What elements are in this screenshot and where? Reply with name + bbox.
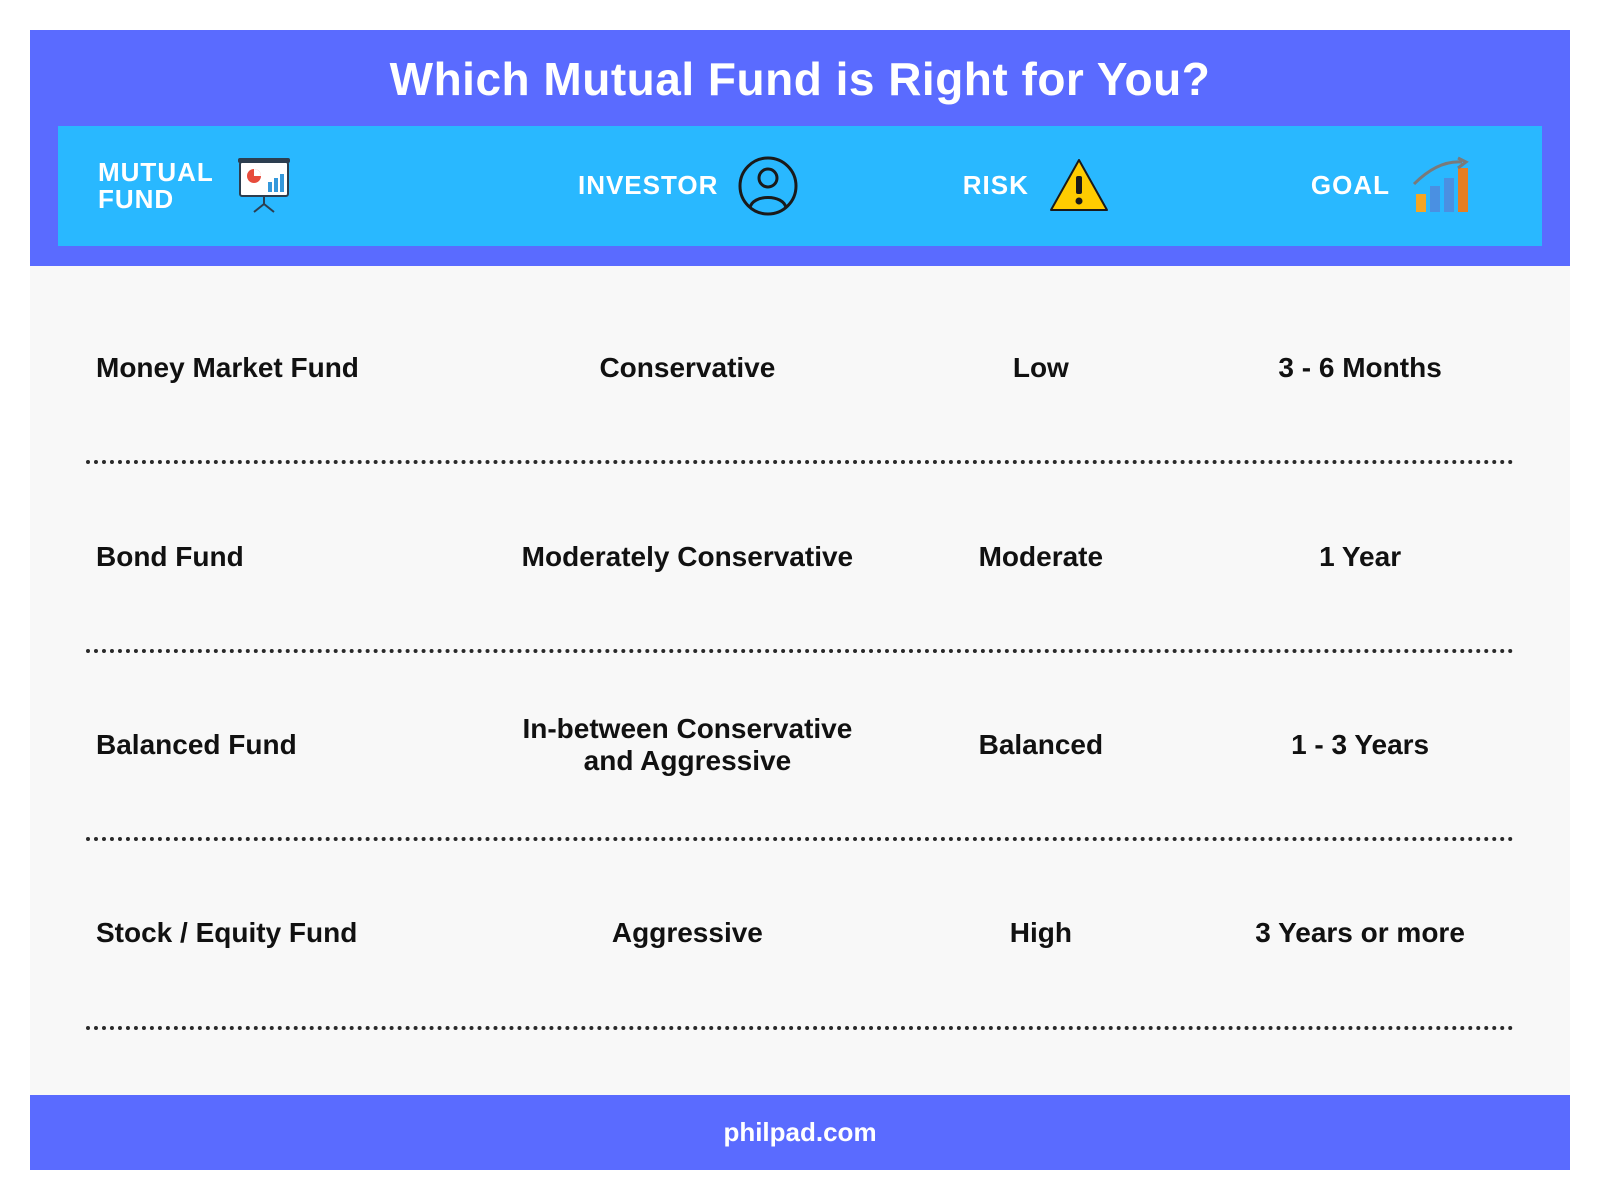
warning-icon	[1047, 154, 1111, 218]
cell-investor: In-between Conservative and Aggressive	[499, 713, 875, 777]
footer-credit: philpad.com	[30, 1095, 1570, 1170]
cell-fund: Stock / Equity Fund	[86, 917, 479, 949]
cell-investor: Conservative	[499, 352, 875, 384]
bar-growth-icon	[1408, 154, 1472, 218]
header-band: MUTUAL FUND INVESTOR	[58, 126, 1542, 246]
cell-risk: Moderate	[896, 541, 1187, 573]
presentation-chart-icon	[232, 154, 296, 218]
cell-risk: Balanced	[896, 729, 1187, 761]
header-label: MUTUAL FUND	[98, 159, 214, 214]
table-row: Balanced Fund In-between Conservative an…	[86, 653, 1514, 837]
header-area: Which Mutual Fund is Right for You? MUTU…	[30, 30, 1570, 266]
header-investor: INVESTOR	[504, 154, 874, 218]
cell-fund: Balanced Fund	[86, 729, 479, 761]
cell-goal: 3 Years or more	[1206, 917, 1514, 949]
cell-risk: High	[896, 917, 1187, 949]
header-label: GOAL	[1311, 172, 1390, 199]
cell-investor: Aggressive	[499, 917, 875, 949]
cell-investor: Moderately Conservative	[499, 541, 875, 573]
header-risk: RISK	[894, 154, 1180, 218]
infographic-frame: Which Mutual Fund is Right for You? MUTU…	[30, 30, 1570, 1170]
table-row: Stock / Equity Fund Aggressive High 3 Ye…	[86, 841, 1514, 1025]
table-row: Money Market Fund Conservative Low 3 - 6…	[86, 276, 1514, 460]
header-label: INVESTOR	[578, 172, 718, 199]
header-label: RISK	[963, 172, 1029, 199]
cell-fund: Money Market Fund	[86, 352, 479, 384]
header-goal: GOAL	[1200, 154, 1502, 218]
table-body: Money Market Fund Conservative Low 3 - 6…	[30, 266, 1570, 1095]
cell-goal: 3 - 6 Months	[1206, 352, 1514, 384]
cell-goal: 1 Year	[1206, 541, 1514, 573]
cell-goal: 1 - 3 Years	[1206, 729, 1514, 761]
cell-fund: Bond Fund	[86, 541, 479, 573]
cell-risk: Low	[896, 352, 1187, 384]
header-mutual-fund: MUTUAL FUND	[98, 154, 484, 218]
person-icon	[736, 154, 800, 218]
table-row: Bond Fund Moderately Conservative Modera…	[86, 464, 1514, 648]
page-title: Which Mutual Fund is Right for You?	[58, 52, 1542, 106]
